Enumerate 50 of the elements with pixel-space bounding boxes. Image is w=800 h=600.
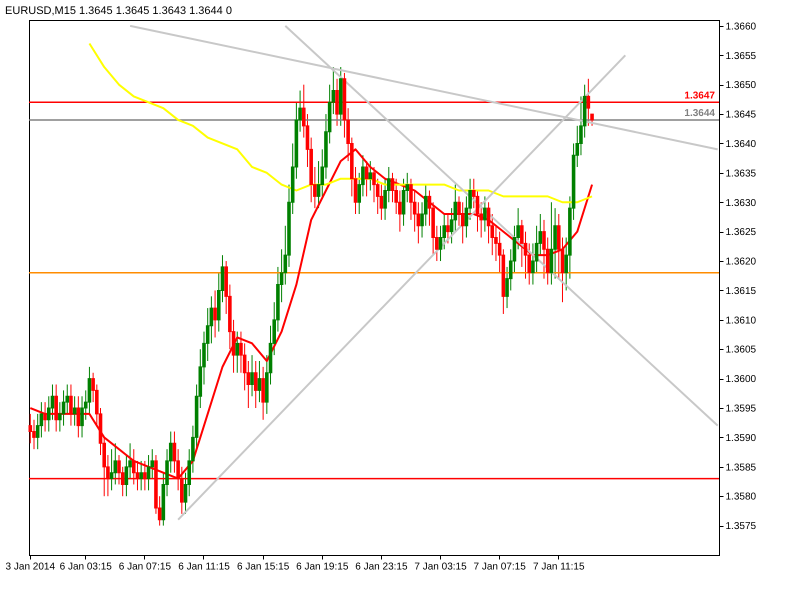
- candlestick: [43, 402, 47, 432]
- chart-title: EURUSD,M15 1.3645 1.3645 1.3643 1.3644 0: [5, 5, 232, 17]
- x-tick-label: 6 Jan 23:15: [355, 562, 408, 572]
- candlestick: [364, 160, 368, 197]
- y-tick-label: 1.3630: [726, 198, 757, 209]
- x-tick-label: 3 Jan 2014: [6, 562, 56, 572]
- candlestick: [550, 202, 554, 286]
- candlestick: [446, 214, 450, 244]
- candlestick: [235, 331, 240, 374]
- x-tick-label: 6 Jan 15:15: [236, 562, 290, 572]
- candlestick: [213, 290, 217, 338]
- line-series: [88, 42, 594, 204]
- y-tick-label: 1.3600: [726, 374, 757, 386]
- y-tick-label: 1.3640: [726, 138, 757, 150]
- candlestick: [76, 396, 80, 438]
- candlestick: [54, 384, 58, 432]
- x-tick-label: 7 Jan 03:15: [414, 562, 468, 572]
- y-tick-label: 1.3575: [726, 521, 757, 532]
- candlestick: [483, 196, 487, 232]
- candlestick: [261, 366, 265, 420]
- y-tick-label: 1.3615: [726, 286, 757, 297]
- candlestick: [69, 384, 73, 426]
- x-tick-label: 6 Jan 07:15: [118, 562, 172, 572]
- y-tick-label: 1.3610: [726, 315, 757, 326]
- y-tick-label: 1.3635: [726, 168, 757, 180]
- x-tick-label: 6 Jan 11:15: [178, 562, 230, 572]
- ref-line-label: 1.3647: [684, 90, 716, 102]
- y-tick-label: 1.3625: [726, 227, 757, 238]
- y-tick-label: 1.3660: [726, 21, 757, 32]
- candlestick: [72, 396, 76, 426]
- y-tick-label: 1.3580: [726, 492, 757, 503]
- y-tick-label: 1.3650: [726, 80, 757, 92]
- x-tick-label: 6 Jan 03:15: [60, 562, 112, 572]
- ref-line-label: 1.3644: [684, 108, 716, 119]
- x-tick-label: 7 Jan 07:15: [474, 562, 526, 572]
- y-tick-label: 1.3620: [726, 256, 757, 268]
- y-tick-label: 1.3645: [726, 110, 757, 121]
- candlestick: [254, 360, 258, 409]
- y-tick-label: 1.3605: [726, 344, 757, 356]
- y-tick-label: 1.3590: [726, 432, 757, 444]
- candlestick: [250, 354, 254, 397]
- y-tick-label: 1.3585: [726, 462, 757, 474]
- candlestick: [139, 460, 143, 491]
- candlestick: [368, 160, 372, 191]
- x-tick-label: 6 Jan 19:15: [296, 562, 349, 572]
- candlestick: [258, 360, 262, 403]
- candlestick: [335, 78, 339, 126]
- x-tick-label: 7 Jan 11:15: [533, 562, 585, 572]
- y-tick-label: 1.3595: [726, 404, 757, 415]
- y-tick-label: 1.3655: [726, 50, 757, 62]
